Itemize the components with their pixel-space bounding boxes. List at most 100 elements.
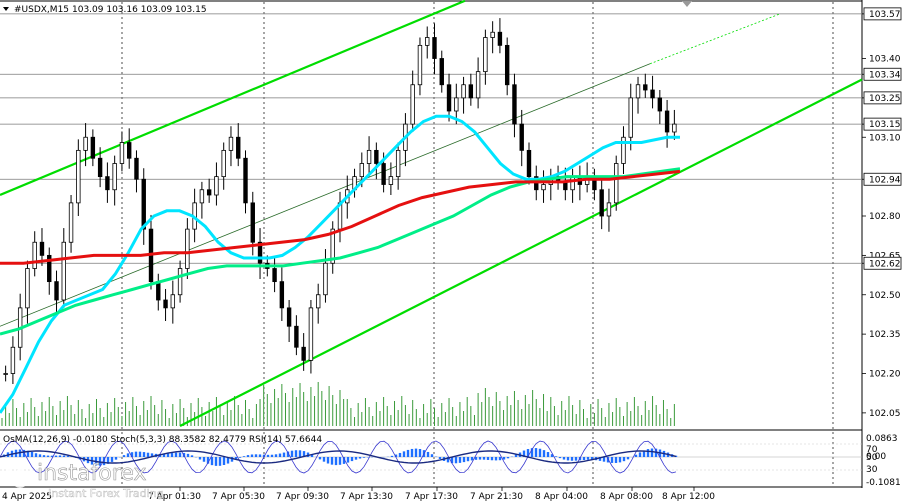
- time-tick-label: 8 Apr 08:00: [600, 492, 653, 502]
- time-tick-label: 7 Apr 17:30: [405, 492, 458, 502]
- candle-body: [134, 157, 139, 180]
- level-lines: [0, 13, 862, 264]
- candle-body: [141, 178, 146, 230]
- candle-body: [359, 163, 365, 178]
- candle-body: [90, 136, 96, 159]
- volume-histogram: [1, 382, 675, 426]
- candle-body: [628, 97, 633, 138]
- oscillator-panel: [0, 440, 862, 474]
- candle-body: [643, 84, 648, 91]
- channel-lower: [179, 78, 863, 427]
- stochastic-line: [0, 440, 677, 474]
- price-tick-label: 102.62: [869, 259, 901, 269]
- osc-scale-label: 0.0863: [866, 434, 898, 444]
- price-tick-label: 103.57: [869, 10, 901, 20]
- candle-body: [32, 241, 37, 269]
- candle-body: [257, 241, 263, 264]
- candle-body: [47, 254, 52, 283]
- candle-body: [468, 84, 474, 99]
- instaforex-logo-icon: [6, 460, 34, 488]
- candle-body: [541, 184, 546, 191]
- candle-body: [112, 163, 117, 191]
- candle-body: [177, 268, 183, 296]
- candle-body: [483, 37, 488, 73]
- candle-body: [425, 37, 430, 46]
- candle-body: [10, 346, 16, 374]
- candle-body: [614, 163, 619, 204]
- candle-body: [664, 110, 670, 133]
- price-tick-label: 102.05: [869, 409, 901, 419]
- candle-body: [672, 123, 677, 133]
- time-tick-label: 7 Apr 01:30: [148, 492, 201, 502]
- ma-line: [0, 169, 681, 265]
- candle-body: [381, 163, 386, 185]
- oscillator-label: OsMA(12,26,9) -0.0180 Stoch(5,3,3) 88.35…: [3, 435, 322, 445]
- rsi-line: [0, 450, 677, 464]
- candle-body: [366, 149, 372, 164]
- candle-body: [163, 299, 168, 309]
- candle-body: [323, 262, 328, 296]
- candle-body: [250, 202, 255, 243]
- candle-body: [279, 281, 285, 309]
- candle-body: [497, 31, 503, 46]
- candle-body: [61, 241, 66, 301]
- candle-body: [236, 136, 241, 159]
- watermark-brand: instaforex: [37, 461, 147, 486]
- candle-body: [475, 71, 481, 99]
- time-tick-label-first: 4 Apr 2025: [2, 492, 52, 502]
- chart-symbol: #USDX,M15: [14, 5, 69, 15]
- chart-ohlc: 103.09 103.16 103.09 103.15: [72, 5, 207, 15]
- candle-body: [657, 97, 663, 112]
- candle-body: [206, 189, 212, 196]
- time-tick-label: 8 Apr 04:00: [535, 492, 588, 502]
- candle-body: [221, 149, 226, 178]
- instaforex-watermark: instaforex Instant Forex Trading: [6, 460, 164, 500]
- candle-body: [83, 136, 88, 151]
- candle-body: [170, 294, 176, 309]
- price-tick-label: 102.80: [869, 212, 901, 222]
- candle-body: [156, 281, 161, 301]
- price-tick-label: 102.50: [869, 291, 901, 301]
- candle-body: [599, 189, 604, 217]
- time-tick-label: 7 Apr 05:30: [212, 492, 265, 502]
- candle-body: [621, 136, 626, 164]
- candle-body: [439, 58, 444, 86]
- candle-body: [105, 176, 110, 191]
- price-tick-label: 103.25: [869, 94, 901, 104]
- osc-scale-label: 0.00: [866, 452, 886, 462]
- candle-body: [570, 176, 575, 191]
- candle-body: [286, 307, 292, 327]
- price-label-box: [863, 91, 902, 105]
- candle-body: [606, 202, 612, 217]
- candle-body: [512, 84, 517, 125]
- time-axis: 7 Apr 01:30 7 Apr 05:30 7 Apr 09:30 7 Apr 1…: [2, 487, 715, 502]
- candle-body: [228, 136, 234, 151]
- price-tick-label: 102.94: [869, 175, 901, 185]
- price-label-box: [863, 256, 902, 270]
- price-tick-label: 102.35: [869, 330, 901, 340]
- candle-body: [315, 294, 321, 309]
- candle-body: [97, 157, 103, 178]
- candle-body: [635, 84, 641, 99]
- header-menu-icon[interactable]: [3, 7, 9, 11]
- candle-body: [388, 176, 394, 185]
- price-label-box: [863, 172, 902, 186]
- ma-line: [0, 167, 681, 336]
- candle-body: [446, 84, 452, 112]
- watermark-tagline: Instant Forex Trading: [48, 487, 164, 500]
- price-tick-label: 103.10: [869, 133, 901, 143]
- price-tick-label: 103.40: [869, 55, 901, 65]
- moving-averages: [0, 114, 681, 414]
- candle-body: [417, 44, 423, 86]
- price-axis: 103.57 103.40 103.34 103.25 103.15 103.10 102.…: [862, 7, 902, 419]
- candle-body: [301, 346, 306, 361]
- channel-mid-extension: [649, 13, 781, 65]
- shift-marker-icon[interactable]: [682, 1, 692, 7]
- osc-scale-label: 30: [866, 465, 878, 475]
- candle-body: [519, 123, 524, 151]
- time-tick-label: 7 Apr 21:30: [470, 492, 523, 502]
- candle-body: [454, 97, 459, 112]
- price-label-box: [863, 7, 902, 21]
- candle-body: [374, 149, 379, 164]
